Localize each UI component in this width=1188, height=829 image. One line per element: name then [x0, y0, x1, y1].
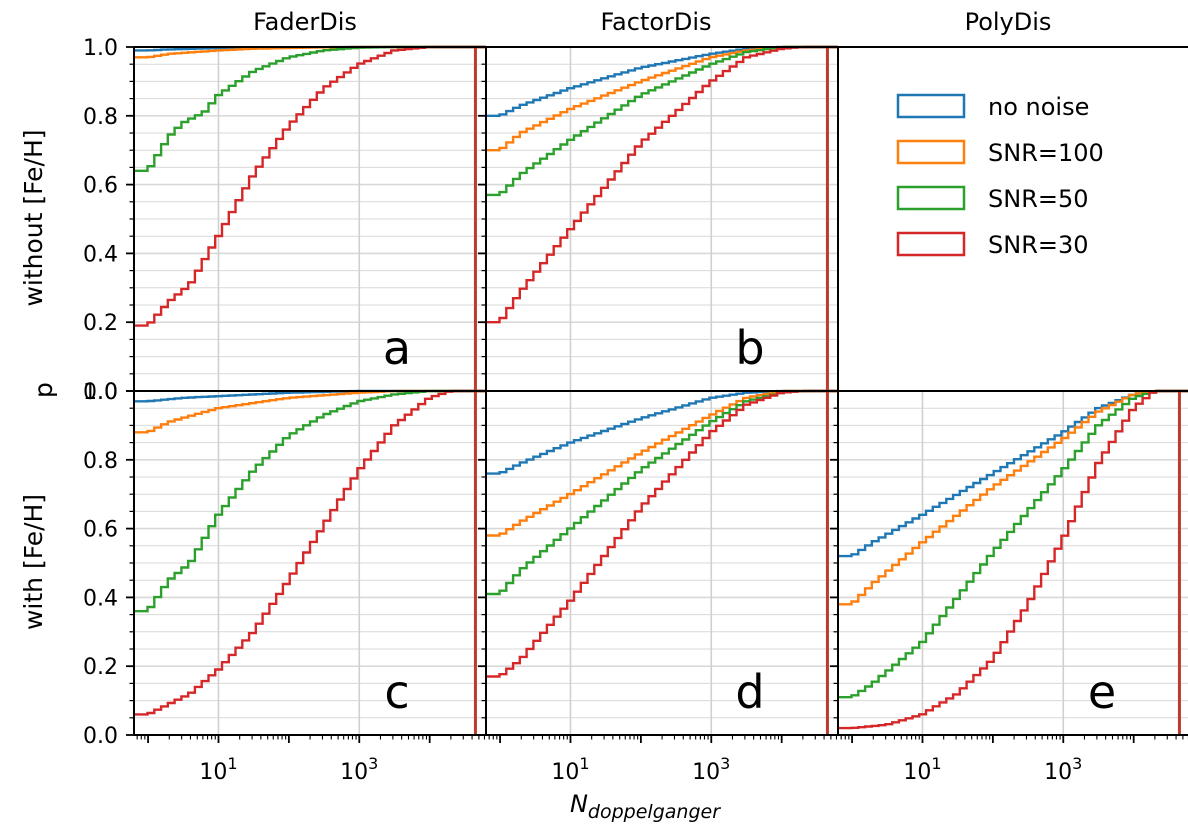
x-tick-label: 101: [199, 754, 237, 785]
series-line-d-snr-30: [486, 389, 838, 678]
x-tick-label-exponent: 3: [368, 754, 378, 773]
series-layer: [134, 45, 1188, 735]
series-line-e-snr-30: [838, 389, 1188, 730]
y-tick-label: 0.2: [83, 311, 118, 336]
panel-letter-d: d: [735, 665, 764, 719]
x-axis-label: Ndoppelganger: [570, 790, 721, 823]
legend: no noise SNR=100 SNR=50 SNR=30: [896, 93, 1104, 259]
x-axis-label-main: N: [570, 790, 588, 818]
col-title-polydis: PolyDis: [965, 8, 1052, 36]
col-title-faderdis: FaderDis: [253, 8, 357, 36]
y-tick-label: 0.8: [83, 105, 118, 130]
x-tick-label-exponent: 1: [227, 754, 237, 773]
x-tick-label: 101: [903, 754, 941, 785]
y-tick-label: 0.4: [83, 586, 118, 611]
shared-y-label: p: [29, 382, 58, 398]
series-line-d-no-noise: [486, 389, 838, 475]
series-line-a-snr-30: [134, 45, 486, 327]
x-tick-label: 103: [1044, 754, 1082, 785]
x-tick-label-exponent: 1: [931, 754, 941, 773]
y-tick-label: 1.0: [83, 380, 118, 405]
series-line-a-snr-50: [134, 45, 486, 172]
y-tick-label: 0.0: [83, 724, 118, 749]
x-tick-label: 103: [692, 754, 730, 785]
y-tick-label: 1.0: [83, 36, 118, 61]
x-tick-label-exponent: 3: [720, 754, 730, 773]
x-tick-label-exponent: 3: [1072, 754, 1082, 773]
series-line-d-snr-50: [486, 389, 838, 596]
legend-swatch-no-noise: [896, 93, 966, 119]
series-line-d-snr-100: [486, 389, 838, 537]
x-axis-label-subscript: doppelganger: [588, 801, 721, 823]
x-tick-label: 103: [340, 754, 378, 785]
y-tick-label: 0.4: [83, 242, 118, 267]
y-tick-label: 0.0: [83, 380, 118, 405]
legend-swatch-snr50: [896, 185, 966, 211]
series-line-c-snr-30: [134, 389, 486, 716]
y-tick-label: 0.6: [83, 518, 118, 543]
series-line-c-snr-50: [134, 389, 486, 613]
x-tick-label-base: 10: [903, 760, 931, 785]
legend-label-snr30: SNR=30: [988, 231, 1089, 259]
series-line-e-no-noise: [838, 389, 1188, 558]
y-tick-label: 0.2: [83, 655, 118, 680]
legend-swatch-snr30: [896, 231, 966, 257]
grid-layer: [134, 47, 1188, 735]
legend-label-snr50: SNR=50: [988, 185, 1089, 213]
x-tick-label: 101: [551, 754, 589, 785]
series-line-b-snr-50: [486, 45, 838, 197]
row-label-with-feh: with [Fe/H]: [19, 494, 48, 630]
x-tick-label-base: 10: [692, 760, 720, 785]
panel-letter-c: c: [384, 665, 409, 719]
row-label-without-feh: without [Fe/H]: [19, 129, 48, 306]
x-tick-label-base: 10: [551, 760, 579, 785]
legend-label-snr100: SNR=100: [988, 139, 1104, 167]
y-tick-label: 0.6: [83, 174, 118, 199]
legend-label-no-noise: no noise: [988, 93, 1089, 121]
panel-letter-b: b: [735, 321, 764, 375]
series-line-e-snr-50: [838, 389, 1188, 699]
x-tick-label-base: 10: [1044, 760, 1072, 785]
series-line-b-snr-30: [486, 45, 838, 324]
x-tick-label-exponent: 1: [579, 754, 589, 773]
panel-letter-a: a: [383, 321, 411, 375]
x-tick-label-base: 10: [340, 760, 368, 785]
col-title-factordis: FactorDis: [600, 8, 711, 36]
series-line-e-snr-100: [838, 389, 1188, 606]
panel-letter-e: e: [1088, 665, 1116, 719]
y-tick-label: 0.8: [83, 449, 118, 474]
legend-swatch-snr100: [896, 139, 966, 165]
x-tick-label-base: 10: [199, 760, 227, 785]
